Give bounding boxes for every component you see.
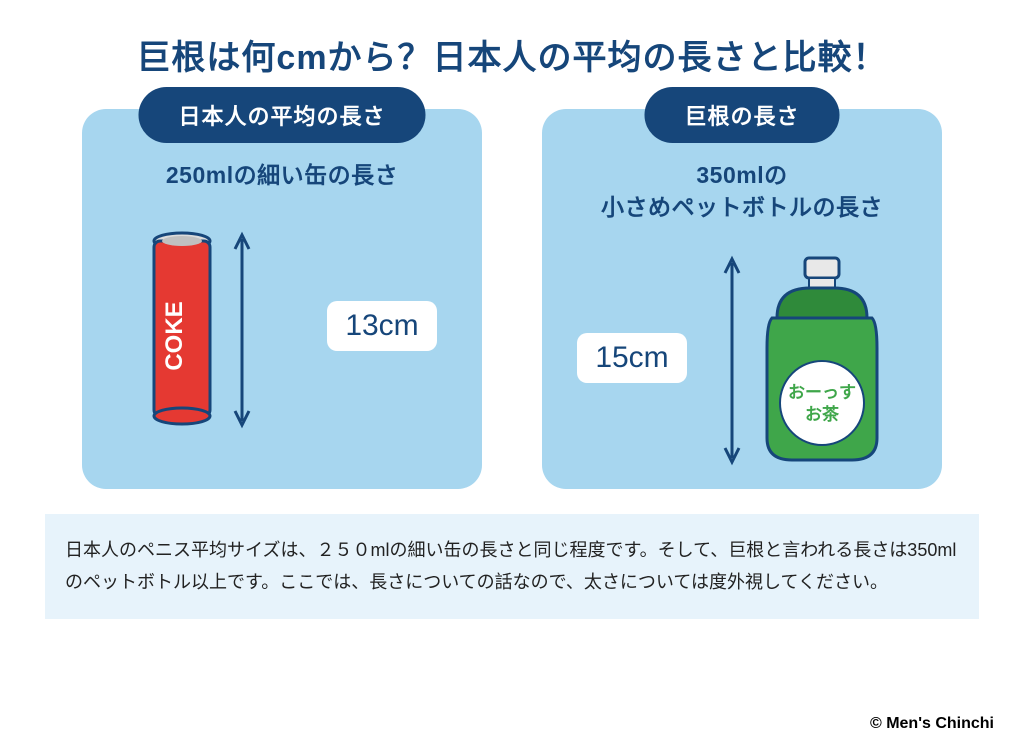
credit-text: © Men's Chinchi — [870, 715, 994, 733]
svg-text:おーっす: おーっす — [788, 383, 856, 402]
card-average: 日本人の平均の長さ 250mlの細い缶の長さ COKE — [82, 109, 482, 489]
subtitle-line1: 350mlの — [696, 162, 787, 188]
subtitle-line1: 250mlの細い缶の長さ — [166, 162, 398, 188]
svg-text:COKE: COKE — [161, 302, 188, 371]
subtitle-line2: 小さめペットボトルの長さ — [601, 194, 883, 220]
measurement-large: 15cm — [577, 333, 686, 383]
measurement-average: 13cm — [327, 301, 436, 351]
subtitle-large: 350mlの 小さめペットボトルの長さ — [542, 159, 942, 223]
page-title: 巨根は何cmから？日本人の平均の長さと比較！ — [45, 30, 979, 79]
svg-text:お茶: お茶 — [805, 404, 840, 424]
card-large: 巨根の長さ 350mlの 小さめペットボトルの長さ — [542, 109, 942, 489]
bottle-icon: おーっす お茶 — [707, 248, 907, 468]
subtitle-average: 250mlの細い缶の長さ — [82, 159, 482, 191]
description-text: 日本人のペニス平均サイズは、２５０mlの細い缶の長さと同じ程度です。そして、巨根… — [45, 514, 979, 619]
can-icon: COKE — [127, 221, 307, 431]
badge-average: 日本人の平均の長さ — [138, 87, 425, 143]
badge-large: 巨根の長さ — [644, 87, 839, 143]
illustration-large: おーっす お茶 15cm — [542, 248, 942, 468]
illustration-average: COKE 13cm — [82, 216, 482, 436]
cards-container: 日本人の平均の長さ 250mlの細い缶の長さ COKE — [45, 109, 979, 489]
